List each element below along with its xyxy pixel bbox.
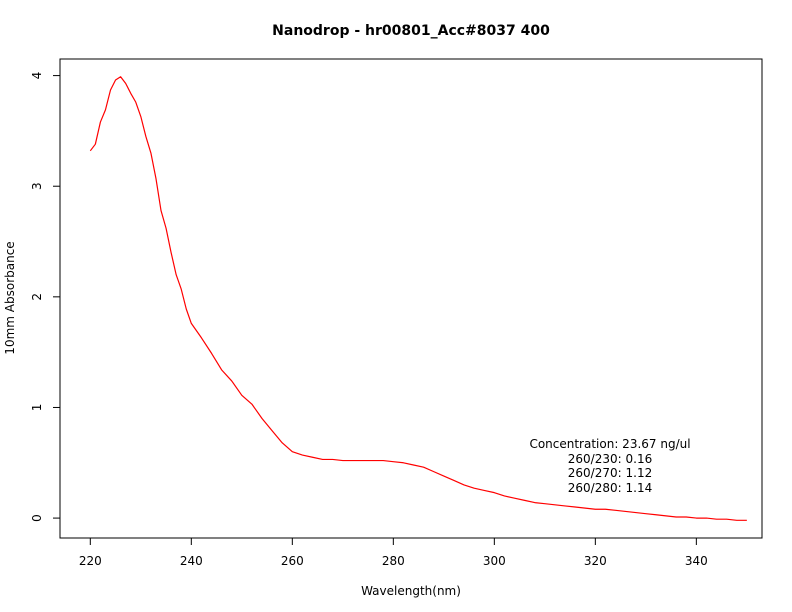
plot-frame bbox=[59, 58, 763, 539]
x-axis-ticks: 220 240 260 280 300 320 340 bbox=[79, 538, 708, 568]
stats-annotation: Concentration: 23.67 ng/ul 260/230: 0.16… bbox=[529, 437, 690, 495]
ratio-260-280-annotation: 260/280: 1.14 bbox=[568, 481, 652, 495]
x-tick-label: 320 bbox=[584, 554, 607, 568]
y-axis-label: 10mm Absorbance bbox=[3, 241, 17, 354]
y-tick-label: 4 bbox=[30, 72, 44, 80]
concentration-annotation: Concentration: 23.67 ng/ul bbox=[529, 437, 690, 451]
absorbance-series-line bbox=[89, 76, 747, 521]
x-tick-label: 240 bbox=[180, 554, 203, 568]
y-tick-label: 0 bbox=[30, 514, 44, 522]
y-axis-ticks: 0 1 2 3 4 bbox=[30, 72, 60, 522]
x-tick-label: 340 bbox=[685, 554, 708, 568]
ratio-260-230-annotation: 260/230: 0.16 bbox=[568, 452, 652, 466]
y-tick-label: 1 bbox=[30, 404, 44, 412]
x-tick-label: 260 bbox=[281, 554, 304, 568]
x-tick-label: 220 bbox=[79, 554, 102, 568]
chart-title: Nanodrop - hr00801_Acc#8037 400 bbox=[272, 23, 550, 39]
y-tick-label: 2 bbox=[30, 293, 44, 301]
series-layer bbox=[89, 76, 747, 521]
y-tick-label: 3 bbox=[30, 182, 44, 190]
ratio-260-270-annotation: 260/270: 1.12 bbox=[568, 466, 652, 480]
x-tick-label: 280 bbox=[382, 554, 405, 568]
x-tick-label: 300 bbox=[483, 554, 506, 568]
x-axis-label: Wavelength(nm) bbox=[361, 584, 461, 598]
